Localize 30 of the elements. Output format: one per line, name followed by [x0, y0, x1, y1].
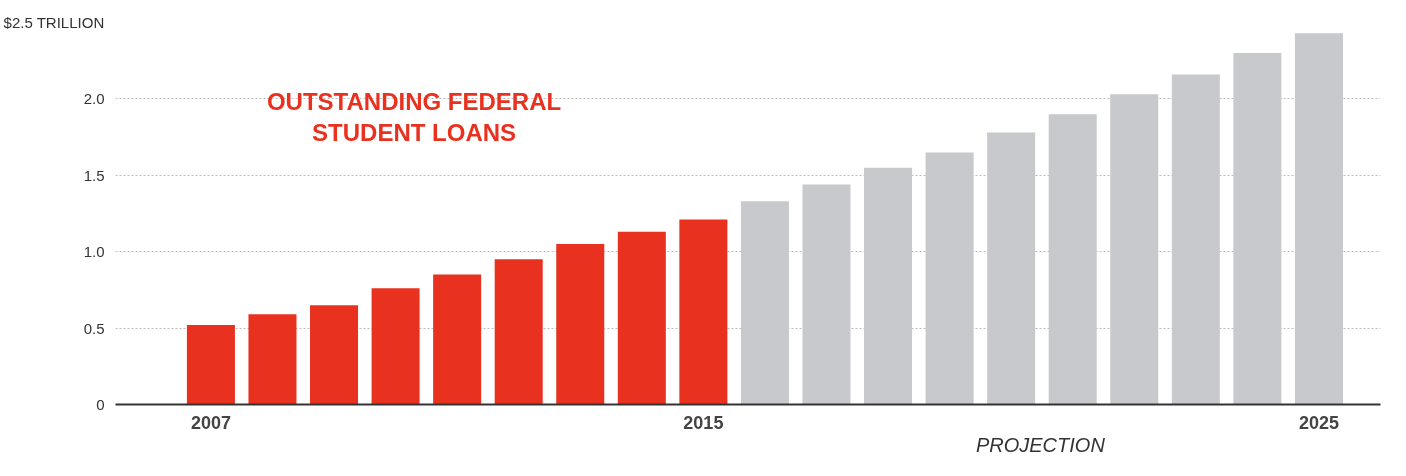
text: PROJECTION	[975, 433, 1106, 456]
bar	[494, 259, 543, 405]
bar	[617, 231, 666, 405]
y-tick-label: 1.0	[83, 243, 105, 261]
bar	[864, 167, 913, 405]
bar	[310, 305, 359, 405]
x-tick-label: 2025	[1298, 412, 1339, 433]
bar	[371, 288, 420, 405]
text: OUTSTANDING FEDERAL STUDENT LOANS	[266, 88, 562, 147]
y-tick-label: 0.5	[83, 319, 105, 337]
bar	[1048, 114, 1097, 405]
bar	[556, 244, 605, 405]
bar	[248, 314, 297, 405]
bar	[1294, 33, 1343, 405]
bar	[1233, 53, 1282, 405]
bar	[1171, 74, 1220, 405]
y-tick-label: 1.5	[83, 166, 105, 184]
bar	[925, 152, 974, 405]
y-tick-label: 0	[96, 396, 105, 413]
bar	[987, 132, 1036, 405]
bar	[740, 201, 789, 405]
x-tick-label: 2007	[190, 412, 231, 433]
x-tick-label: 2015	[683, 412, 724, 433]
bar	[1110, 94, 1159, 405]
bar	[186, 325, 235, 405]
y-tick-label: $2.5 TRILLION	[3, 14, 105, 31]
y-tick-label: 2.0	[83, 90, 105, 108]
bar	[802, 184, 851, 405]
bar	[433, 274, 482, 405]
bar	[679, 219, 728, 405]
